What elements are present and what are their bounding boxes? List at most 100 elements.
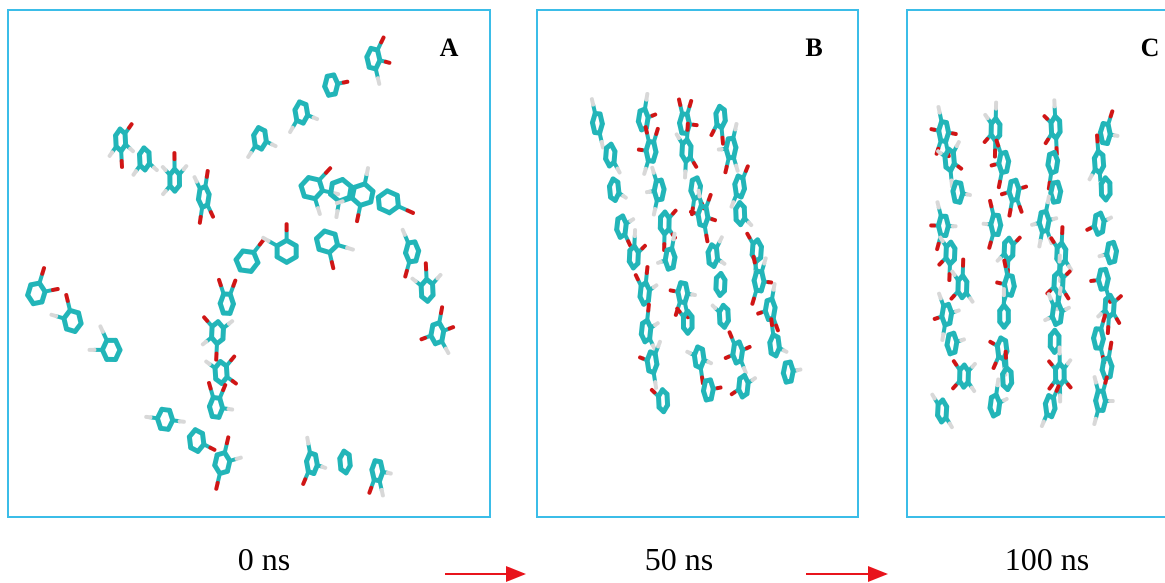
bond (1007, 207, 1013, 218)
bond (208, 210, 215, 219)
bond (956, 164, 964, 171)
bond (1039, 419, 1046, 428)
bond (76, 310, 84, 326)
bond (750, 376, 758, 382)
bond (202, 315, 210, 323)
bond (720, 135, 726, 146)
bond (638, 355, 645, 361)
bond (1097, 253, 1105, 259)
bond (246, 150, 253, 159)
bond (746, 220, 754, 228)
bond (935, 200, 941, 210)
bond (690, 292, 697, 298)
molecules (25, 35, 1123, 498)
bond (1065, 269, 1072, 276)
bond (192, 175, 199, 184)
bond (951, 383, 958, 391)
bond (1103, 375, 1109, 385)
bond (995, 280, 1002, 286)
bond (224, 435, 231, 446)
bond (1021, 184, 1029, 190)
bond (1017, 204, 1024, 214)
bond (951, 359, 959, 367)
bond (131, 169, 138, 177)
bond (723, 164, 729, 175)
bond (671, 231, 677, 242)
bond (717, 235, 724, 244)
bond (144, 414, 153, 420)
bond (98, 324, 105, 334)
bond (1051, 216, 1059, 221)
bond (706, 192, 713, 202)
bond (930, 392, 937, 401)
bond (951, 131, 958, 136)
bond (932, 316, 940, 321)
bond (443, 346, 451, 355)
bond (947, 421, 954, 430)
bond (725, 307, 731, 324)
panel-frame (536, 9, 859, 518)
bond (653, 321, 660, 327)
bond (935, 241, 941, 252)
bond (643, 125, 649, 135)
bond (341, 79, 350, 85)
bond (950, 269, 957, 277)
bond (346, 184, 354, 200)
bond (668, 288, 676, 293)
bond (969, 385, 977, 393)
bond (795, 367, 803, 373)
bond (650, 165, 656, 175)
bond (633, 273, 640, 282)
bond (995, 212, 1004, 228)
bond (1049, 236, 1056, 244)
bond (1046, 180, 1052, 191)
bond (644, 265, 650, 275)
bond (741, 366, 748, 375)
bond (1002, 396, 1009, 403)
bond (626, 239, 633, 248)
bond (364, 166, 371, 177)
bond (774, 323, 780, 333)
bond (994, 138, 1001, 148)
bond (217, 277, 223, 288)
bond (597, 111, 605, 127)
bond (383, 59, 392, 65)
bond (1066, 382, 1073, 390)
bond (674, 132, 681, 141)
bond (379, 487, 385, 498)
bond (640, 243, 647, 251)
bond (345, 245, 355, 252)
bond (413, 248, 422, 264)
bond (355, 213, 361, 224)
bond (729, 200, 736, 209)
bond (405, 208, 415, 215)
bond (1045, 194, 1051, 205)
bond (688, 209, 696, 215)
bond (447, 325, 456, 331)
bond (675, 306, 682, 314)
bond (197, 214, 203, 225)
bond (160, 165, 168, 172)
bond (781, 348, 789, 354)
bond (719, 259, 727, 266)
bond (650, 112, 658, 118)
bond (959, 337, 966, 343)
bond (1106, 215, 1114, 221)
bond (999, 191, 1007, 197)
bond (733, 122, 739, 132)
bond (1037, 238, 1043, 249)
bond (646, 302, 651, 313)
bond (721, 107, 728, 124)
bond (1015, 235, 1022, 243)
bond (1053, 158, 1061, 174)
bond (204, 169, 210, 179)
bond (439, 305, 445, 316)
bond (379, 35, 386, 45)
bond (1054, 384, 1061, 393)
bond (1002, 258, 1008, 269)
bond (651, 283, 659, 290)
bond (734, 163, 740, 173)
panel-frame (7, 9, 491, 518)
bond (1064, 305, 1071, 312)
